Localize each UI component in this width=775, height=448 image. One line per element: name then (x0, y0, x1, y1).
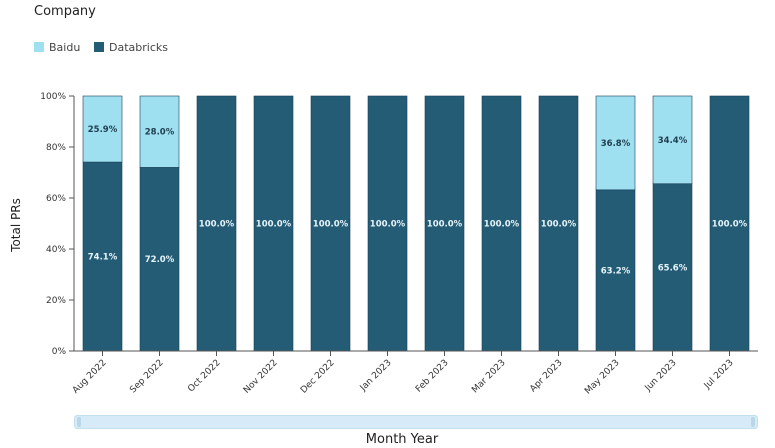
bar-databricks-aug-2022 (82, 161, 123, 352)
data-label: 100.0% (313, 220, 349, 230)
bar-databricks-jun-2023 (652, 183, 693, 352)
y-tick-label: 100% (40, 92, 66, 102)
legend-item-baidu[interactable]: Baidu (34, 40, 80, 54)
bar-databricks-sep-2022 (139, 167, 180, 352)
data-label: 100.0% (712, 220, 748, 230)
bar-databricks-oct-2022 (196, 95, 237, 352)
x-tick-label: Sep 2022 (128, 358, 165, 395)
x-tick-label: Oct 2022 (186, 358, 222, 394)
legend-swatch-databricks (94, 42, 104, 52)
bar-databricks-may-2023 (595, 189, 636, 352)
data-label: 100.0% (199, 220, 235, 230)
data-label: 100.0% (427, 220, 463, 230)
x-tick-label: Dec 2022 (299, 358, 337, 396)
x-tick-label: Jul 2023 (702, 358, 736, 392)
bar-databricks-feb-2023 (424, 95, 465, 352)
x-tick-label: Jun 2023 (643, 358, 679, 394)
x-tick-label: May 2023 (583, 358, 621, 396)
data-label: 100.0% (484, 220, 520, 230)
bar-baidu-aug-2022 (82, 95, 123, 163)
legend-swatch-baidu (34, 42, 44, 52)
x-tick-label: Feb 2023 (414, 358, 451, 395)
x-tick-label: Nov 2022 (242, 358, 280, 396)
bar-baidu-jun-2023 (652, 95, 693, 185)
y-tick-label: 0% (52, 347, 67, 357)
legend-label-databricks: Databricks (109, 40, 168, 54)
x-tick-label: Jan 2023 (358, 358, 394, 394)
data-label: 100.0% (541, 220, 577, 230)
x-axis-title: Month Year (365, 432, 439, 447)
data-label: 65.6% (658, 263, 688, 273)
legend-title: Company (34, 4, 96, 19)
x-tick-label: Apr 2023 (528, 358, 564, 394)
bar-databricks-apr-2023 (538, 95, 579, 352)
x-tick-label: Mar 2023 (470, 358, 507, 395)
y-axis-title: Total PRs (9, 198, 23, 252)
y-tick-label: 20% (46, 296, 66, 306)
data-label: 34.4% (658, 136, 688, 146)
bar-databricks-jul-2023 (709, 95, 750, 352)
data-label: 72.0% (145, 255, 175, 265)
legend-label-baidu: Baidu (49, 40, 81, 54)
data-label: 63.2% (601, 266, 631, 276)
scrollbar-right-handle[interactable] (751, 417, 755, 427)
data-label: 100.0% (256, 220, 292, 230)
bar-baidu-may-2023 (595, 95, 636, 191)
data-label: 100.0% (370, 220, 406, 230)
bar-databricks-dec-2022 (310, 95, 351, 352)
x-axis-scrollbar[interactable] (74, 415, 758, 429)
y-tick-label: 60% (46, 194, 66, 204)
y-tick-label: 80% (46, 143, 66, 153)
scrollbar-left-handle[interactable] (77, 417, 81, 427)
bar-baidu-sep-2022 (139, 95, 180, 168)
bar-databricks-nov-2022 (253, 95, 294, 352)
bar-databricks-mar-2023 (481, 95, 522, 352)
data-label: 25.9% (88, 125, 118, 135)
data-label: 36.8% (601, 139, 631, 149)
legend-item-databricks[interactable]: Databricks (94, 40, 168, 54)
bar-databricks-jan-2023 (367, 95, 408, 352)
data-label: 74.1% (88, 253, 118, 263)
data-label: 28.0% (145, 128, 175, 138)
y-tick-label: 40% (46, 245, 66, 255)
x-tick-label: Aug 2022 (71, 358, 109, 396)
